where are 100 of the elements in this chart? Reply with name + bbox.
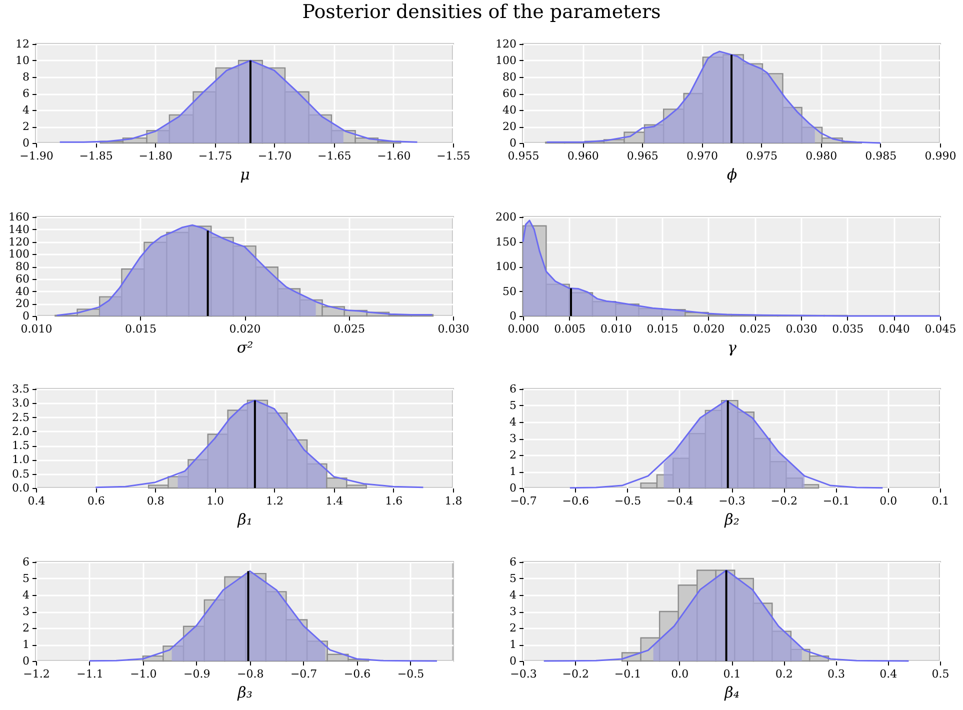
x-tick-label: −0.2 — [562, 667, 589, 680]
x-axis-title: μ — [240, 166, 250, 184]
y-tick-label: 6 — [22, 555, 30, 568]
y-tick-label: 200 — [496, 210, 516, 223]
x-tick-label: −0.5 — [614, 494, 642, 508]
y-tick-label: 1 — [510, 465, 516, 478]
x-tick-label: 1.8 — [444, 494, 462, 508]
x-axis-title: ϕ — [726, 166, 738, 184]
x-tick-label: −1.65 — [318, 150, 352, 162]
y-tick-label: 3.0 — [12, 396, 30, 410]
y-tick-label: 6 — [510, 555, 516, 568]
y-tick-label: 10 — [16, 54, 30, 67]
y-tick-label: 6 — [22, 87, 30, 100]
y-tick-label: 0 — [510, 654, 516, 667]
x-tick-label: 0.0 — [671, 667, 689, 680]
y-tick-label: 4 — [510, 416, 516, 428]
y-tick-label: 2 — [510, 621, 516, 634]
y-tick-label: 5 — [510, 399, 516, 412]
x-tick-label: 0.4 — [880, 667, 898, 680]
x-tick-label: 0.005 — [554, 322, 586, 335]
x-tick-label: −1.70 — [258, 150, 292, 162]
chart-title: Posterior densities of the parameters — [301, 0, 662, 24]
y-tick-label: 20 — [16, 296, 30, 310]
x-tick-label: −1.2 — [23, 667, 50, 680]
y-tick-label: 6 — [510, 382, 516, 396]
x-tick-label: 0.030 — [438, 322, 470, 335]
y-tick-label: 100 — [496, 54, 516, 67]
y-tick-label: 5 — [510, 572, 516, 584]
x-tick-label: −0.9 — [184, 667, 210, 680]
y-tick-label: 2.5 — [12, 410, 30, 424]
x-axis-title: β₃ — [236, 683, 252, 701]
y-tick-label: 20 — [502, 120, 516, 133]
y-tick-label: 60 — [16, 272, 30, 285]
x-tick-label: 0.010 — [20, 322, 52, 335]
x-axis-title: β₁ — [236, 510, 252, 528]
x-tick-label: 0.045 — [924, 322, 956, 335]
x-tick-label: 0.1 — [723, 667, 741, 680]
y-tick-label: 0 — [22, 309, 30, 322]
x-tick-label: 0.5 — [932, 667, 950, 680]
x-tick-label: 0.020 — [693, 322, 725, 335]
x-tick-label: 0.4 — [28, 494, 46, 508]
x-axis-title: γ — [728, 338, 737, 356]
x-tick-label: −0.3 — [718, 494, 746, 508]
x-tick-label: 1.6 — [385, 494, 403, 508]
x-tick-label: −1.85 — [79, 150, 113, 162]
x-tick-label: 0.6 — [87, 494, 105, 508]
y-tick-label: 4 — [22, 588, 30, 601]
y-tick-label: 120 — [8, 234, 30, 248]
y-tick-label: 140 — [8, 222, 30, 236]
x-tick-label: −0.3 — [510, 667, 537, 680]
x-axis-title: β₄ — [724, 683, 740, 701]
x-tick-label: 0.3 — [828, 667, 845, 680]
x-tick-label: −0.4 — [666, 494, 694, 508]
x-tick-label: 1.0 — [206, 494, 224, 508]
y-tick-label: 40 — [16, 284, 30, 298]
x-tick-label: −1.75 — [198, 150, 232, 162]
x-tick-label: 0.970 — [686, 150, 718, 162]
y-tick-label: 3.5 — [12, 382, 30, 396]
y-tick-label: 50 — [502, 284, 516, 298]
y-tick-label: 0.0 — [12, 482, 30, 494]
y-tick-label: 100 — [8, 247, 30, 260]
x-tick-label: 0.025 — [739, 322, 771, 335]
y-tick-label: 1.0 — [12, 453, 30, 466]
x-tick-label: 1.2 — [266, 494, 284, 508]
x-tick-label: 0.980 — [806, 150, 838, 162]
y-tick-label: 80 — [502, 70, 516, 84]
x-tick-label: 0.035 — [832, 322, 864, 335]
y-tick-label: 0 — [510, 482, 516, 494]
x-tick-label: 0.965 — [626, 150, 658, 162]
x-tick-label: 0.955 — [508, 150, 540, 162]
y-tick-label: 2.0 — [12, 424, 30, 438]
y-tick-label: 1 — [510, 638, 516, 650]
x-tick-label: 0.030 — [786, 322, 818, 335]
y-tick-label: 3 — [510, 432, 516, 445]
y-tick-label: 3 — [22, 604, 30, 618]
y-tick-label: 1.5 — [12, 439, 30, 452]
y-tick-label: 0 — [510, 136, 516, 150]
x-tick-label: −1.0 — [130, 667, 157, 680]
x-tick-label: 0.010 — [600, 322, 632, 335]
y-tick-label: 8 — [22, 70, 30, 84]
y-tick-label: 120 — [496, 38, 516, 50]
x-axis-title: β₂ — [724, 510, 740, 528]
x-tick-label: 0.1 — [932, 494, 950, 508]
y-tick-label: 60 — [502, 87, 516, 100]
x-axis-title: σ² — [236, 338, 254, 356]
x-tick-label: −0.8 — [236, 667, 264, 680]
x-tick-label: −1.80 — [138, 150, 172, 162]
x-tick-label: −0.7 — [290, 667, 318, 680]
y-tick-label: 1 — [22, 638, 30, 650]
y-tick-label: 100 — [496, 260, 516, 272]
y-tick-label: 2 — [22, 621, 30, 634]
x-tick-label: −1.1 — [76, 667, 104, 680]
y-tick-label: 150 — [496, 234, 516, 248]
x-tick-label: 0.020 — [229, 322, 261, 335]
x-tick-label: −0.5 — [397, 667, 424, 680]
y-tick-label: 0.5 — [12, 467, 30, 480]
y-tick-label: 4 — [22, 104, 30, 116]
x-tick-label: 0.025 — [334, 322, 365, 335]
x-tick-label: −1.60 — [377, 150, 411, 162]
x-tick-label: 0.960 — [567, 150, 599, 162]
